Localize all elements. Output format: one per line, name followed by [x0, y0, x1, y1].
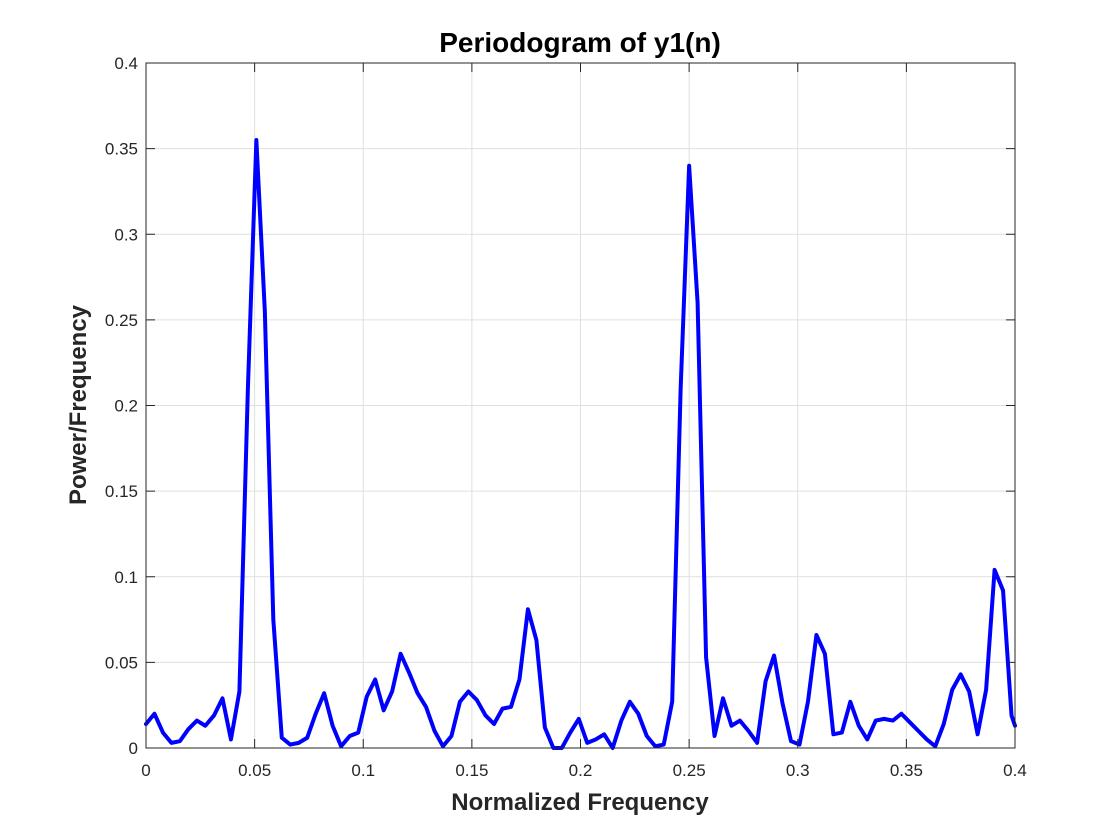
x-tick-label: 0.4: [1003, 761, 1027, 780]
y-tick-label: 0: [129, 739, 138, 758]
y-tick-label: 0.25: [105, 311, 138, 330]
chart-title: Periodogram of y1(n): [439, 27, 721, 58]
y-tick-label: 0.05: [105, 653, 138, 672]
x-tick-label: 0.15: [455, 761, 488, 780]
x-tick-label: 0.35: [890, 761, 923, 780]
x-tick-label: 0.2: [569, 761, 593, 780]
x-tick-label: 0.25: [673, 761, 706, 780]
y-tick-label: 0.3: [114, 225, 138, 244]
series-line-1: [144, 138, 1017, 750]
x-tick-label: 0.3: [786, 761, 810, 780]
tick-labels: 0 0.05 0.1 0.15 0.2 0.25 0.3 0.35 0.4 0 0.05 0.1 0.1…: [105, 54, 1027, 780]
series-group: [144, 138, 1017, 750]
x-tick-label: 0: [141, 761, 150, 780]
y-tick-label: 0.15: [105, 482, 138, 501]
y-axis-label: Power/Frequency: [65, 304, 92, 505]
x-tick-label: 0.05: [238, 761, 271, 780]
y-tick-label: 0.35: [105, 140, 138, 159]
y-tick-label: 0.4: [114, 54, 138, 73]
y-tick-label: 0.1: [114, 568, 138, 587]
x-axis-label: Normalized Frequency: [451, 789, 709, 816]
ticks: [145, 62, 1016, 749]
y-tick-label: 0.2: [114, 397, 138, 416]
x-tick-label: 0.1: [351, 761, 375, 780]
